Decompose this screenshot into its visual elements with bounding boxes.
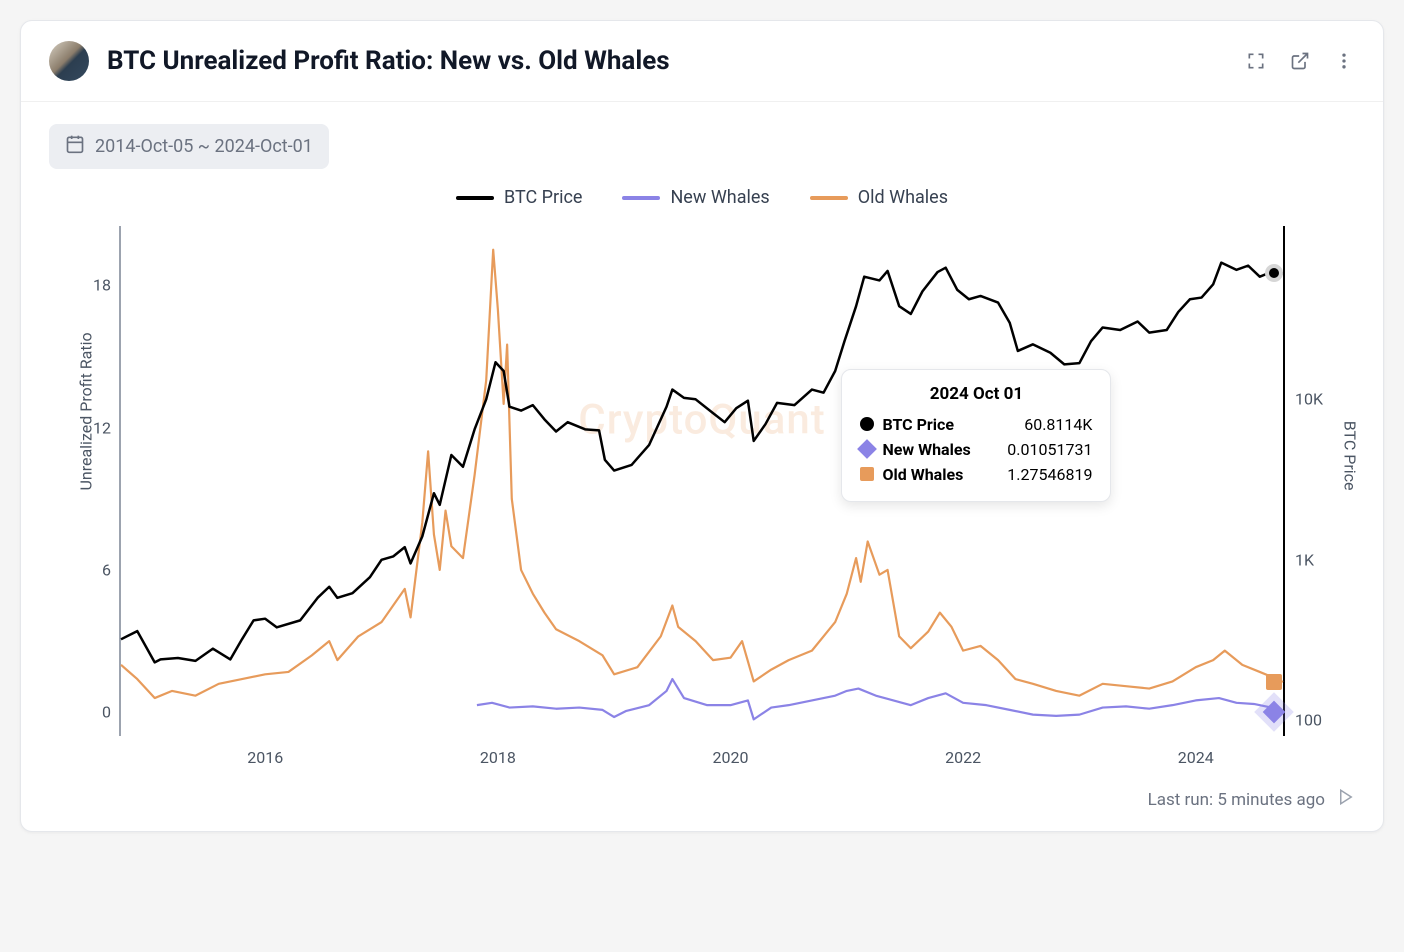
plot-area[interactable]: CryptoQuant 0612181001K10K20162018202020… xyxy=(119,226,1285,736)
last-run-text: Last run: 5 minutes ago xyxy=(1148,790,1325,810)
tooltip-marker xyxy=(860,467,874,481)
date-range-chip[interactable]: 2014-Oct-05 ~ 2024-Oct-01 xyxy=(49,124,329,169)
tooltip-row: BTC Price 60.8114K xyxy=(860,412,1092,437)
chart-tooltip: 2024 Oct 01 BTC Price 60.8114K New Whale… xyxy=(841,369,1111,502)
legend-swatch xyxy=(622,196,660,200)
legend-label: New Whales xyxy=(670,187,769,208)
x-tick: 2016 xyxy=(247,748,283,767)
date-range-text: 2014-Oct-05 ~ 2024-Oct-01 xyxy=(95,136,313,157)
more-menu-icon[interactable] xyxy=(1333,50,1355,72)
legend-label: BTC Price xyxy=(504,187,582,208)
chart-area: Unrealized Profit Ratio CryptoQuant 0612… xyxy=(49,226,1355,736)
open-external-icon[interactable] xyxy=(1289,50,1311,72)
tooltip-value: 60.8114K xyxy=(1024,415,1092,434)
header-actions xyxy=(1245,50,1355,72)
legend-item[interactable]: BTC Price xyxy=(456,187,582,208)
chart-legend: BTC Price New Whales Old Whales xyxy=(49,187,1355,208)
tooltip-title: 2024 Oct 01 xyxy=(860,384,1092,404)
tooltip-value: 1.27546819 xyxy=(1007,465,1092,484)
legend-swatch xyxy=(456,196,494,200)
card-body: 2014-Oct-05 ~ 2024-Oct-01 BTC Price New W… xyxy=(21,102,1383,831)
tooltip-marker xyxy=(858,439,878,459)
x-tick: 2018 xyxy=(480,748,516,767)
y-left-tick: 12 xyxy=(71,418,111,437)
tooltip-label: Old Whales xyxy=(882,465,963,484)
y-axis-left: Unrealized Profit Ratio xyxy=(49,226,119,736)
tooltip-row: Old Whales 1.27546819 xyxy=(860,462,1092,487)
y-left-tick: 0 xyxy=(71,703,111,722)
btc-end-marker xyxy=(1265,264,1283,282)
calendar-icon xyxy=(65,134,85,159)
chart-container: BTC Price New Whales Old Whales Unrealized… xyxy=(49,187,1355,811)
legend-item[interactable]: New Whales xyxy=(622,187,769,208)
chart-card: BTC Unrealized Profit Ratio: New vs. Old… xyxy=(20,20,1384,832)
y-axis-right: BTC Price xyxy=(1285,226,1355,736)
x-tick: 2020 xyxy=(713,748,749,767)
card-header: BTC Unrealized Profit Ratio: New vs. Old… xyxy=(21,21,1383,102)
author-avatar[interactable] xyxy=(49,41,89,81)
fullscreen-icon[interactable] xyxy=(1245,50,1267,72)
x-tick: 2024 xyxy=(1178,748,1214,767)
legend-item[interactable]: Old Whales xyxy=(810,187,948,208)
tooltip-marker xyxy=(860,417,874,431)
y-left-tick: 18 xyxy=(71,276,111,295)
tooltip-label: BTC Price xyxy=(882,415,954,434)
tooltip-value: 0.01051731 xyxy=(1007,440,1092,459)
y-left-tick: 6 xyxy=(71,560,111,579)
tooltip-label: New Whales xyxy=(882,440,970,459)
legend-swatch xyxy=(810,196,848,200)
y-axis-right-label: BTC Price xyxy=(1341,421,1360,491)
y-axis-left-label: Unrealized Profit Ratio xyxy=(77,332,96,490)
tooltip-row: New Whales 0.01051731 xyxy=(860,437,1092,462)
x-tick: 2022 xyxy=(945,748,981,767)
legend-label: Old Whales xyxy=(858,187,948,208)
chart-footer: Last run: 5 minutes ago xyxy=(49,788,1355,811)
play-icon[interactable] xyxy=(1337,788,1355,811)
chart-title: BTC Unrealized Profit Ratio: New vs. Old… xyxy=(107,46,1245,76)
old-whales-end-marker xyxy=(1266,674,1282,690)
